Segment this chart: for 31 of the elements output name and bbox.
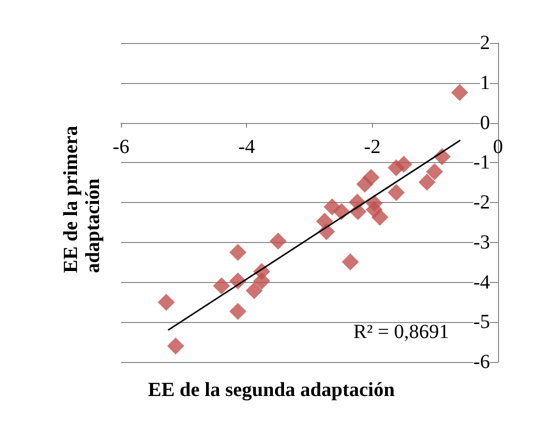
y-tick-label: 1 (480, 72, 490, 94)
point (158, 294, 175, 311)
point (342, 253, 359, 270)
y-tick-label: -2 (473, 192, 490, 214)
annotation: R² = 0,8691 (353, 321, 450, 343)
y-tick-label: -5 (473, 311, 490, 334)
point (388, 159, 405, 176)
point (167, 338, 184, 355)
point (371, 208, 388, 226)
point (253, 272, 270, 290)
y-tick-label: -3 (473, 231, 490, 254)
point (356, 176, 374, 193)
point (418, 174, 436, 191)
y-tick-label: -1 (473, 152, 490, 174)
point (213, 277, 230, 294)
point (229, 302, 246, 320)
point (270, 232, 287, 250)
y-tick-label: 2 (480, 32, 490, 54)
x-tick-label: -6 (112, 136, 130, 158)
point (388, 184, 405, 202)
point (451, 84, 468, 101)
x-axis-title: EE de la segunda adaptación (148, 379, 395, 401)
y-axis-title: EE de la primera adaptación (60, 120, 104, 273)
x-tick-label: -2 (364, 136, 381, 158)
y-tick-label: -4 (473, 271, 490, 294)
point (426, 163, 444, 180)
point (246, 282, 263, 300)
x-tick-label: -4 (238, 136, 256, 158)
point (229, 244, 246, 261)
y-tick-label: 0 (480, 112, 490, 134)
y-tick-label: -6 (473, 351, 490, 373)
